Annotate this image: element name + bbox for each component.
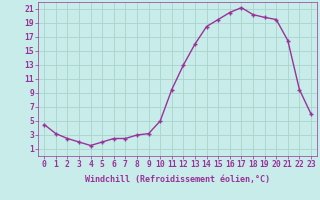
X-axis label: Windchill (Refroidissement éolien,°C): Windchill (Refroidissement éolien,°C) — [85, 175, 270, 184]
